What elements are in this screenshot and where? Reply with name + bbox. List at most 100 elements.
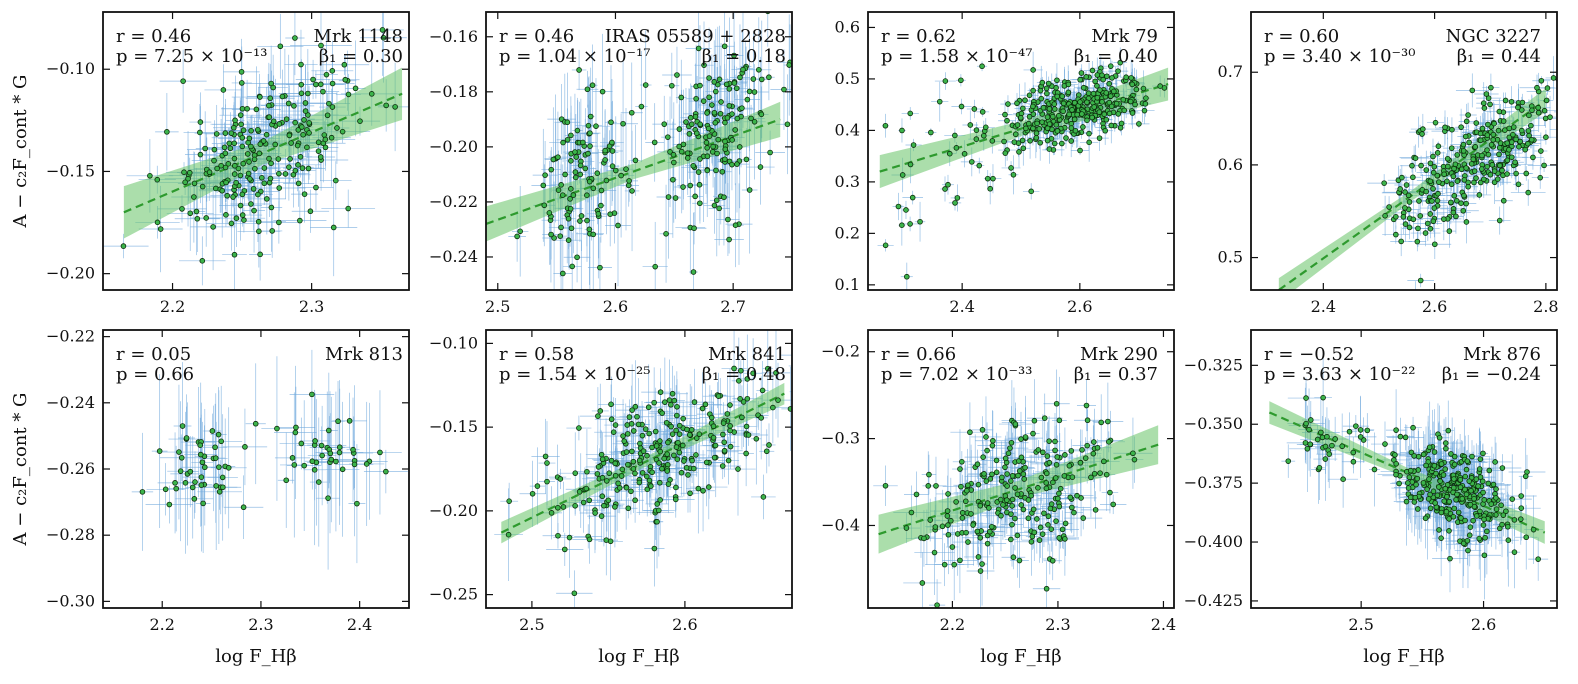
data-point xyxy=(1506,125,1513,132)
data-point xyxy=(1115,111,1122,117)
data-point xyxy=(726,102,733,109)
data-point xyxy=(270,118,277,125)
data-point xyxy=(209,428,216,434)
y-tick-label: −0.26 xyxy=(46,459,95,478)
data-point xyxy=(1108,103,1115,110)
data-point xyxy=(704,167,711,174)
data-point xyxy=(380,34,387,41)
data-point xyxy=(244,151,251,157)
data-point xyxy=(706,133,713,139)
panel-p-value: p = 1.04 × 10⁻¹⁷ xyxy=(499,46,651,67)
data-point xyxy=(1051,106,1058,112)
data-point xyxy=(583,485,590,492)
data-point xyxy=(1525,189,1532,196)
data-point xyxy=(727,443,734,450)
data-point xyxy=(568,132,574,139)
data-point xyxy=(1399,174,1405,181)
y-tick-label: −0.22 xyxy=(429,192,478,211)
data-point xyxy=(598,513,605,519)
data-point xyxy=(719,463,726,469)
data-point xyxy=(917,218,923,225)
data-point xyxy=(740,399,747,405)
data-point xyxy=(1018,114,1024,121)
data-point xyxy=(773,370,779,376)
data-point xyxy=(673,444,680,450)
data-point xyxy=(1102,127,1108,134)
points xyxy=(139,391,389,511)
data-point xyxy=(383,468,389,475)
data-point xyxy=(1441,171,1447,178)
data-point xyxy=(289,455,296,461)
data-point xyxy=(1484,132,1491,138)
data-point xyxy=(568,225,575,232)
data-point xyxy=(1431,205,1438,211)
data-point xyxy=(629,188,635,194)
data-point xyxy=(602,157,608,163)
data-point xyxy=(1418,162,1424,169)
data-point xyxy=(984,175,991,182)
xlabel-col2: log F_Hβ xyxy=(598,646,679,667)
data-point xyxy=(336,449,343,456)
data-point xyxy=(729,111,735,117)
data-point xyxy=(294,142,301,149)
data-point xyxy=(657,389,664,395)
data-point xyxy=(668,401,674,408)
data-point xyxy=(671,397,678,404)
data-point xyxy=(684,150,691,156)
data-point xyxy=(1111,88,1117,95)
data-point xyxy=(564,119,571,126)
data-point xyxy=(1535,109,1542,116)
data-point xyxy=(676,449,683,456)
data-point xyxy=(644,486,651,493)
data-point xyxy=(767,149,773,156)
data-point xyxy=(765,365,771,372)
data-point xyxy=(705,484,712,490)
data-point xyxy=(1397,186,1403,192)
data-point xyxy=(1496,144,1503,151)
data-point xyxy=(318,442,325,449)
data-point xyxy=(729,161,735,168)
data-point xyxy=(232,162,238,169)
y-tick-label: −0.22 xyxy=(46,327,95,346)
data-point xyxy=(1402,205,1408,211)
data-point xyxy=(743,450,749,457)
data-point xyxy=(1028,188,1034,195)
data-point xyxy=(594,471,601,477)
data-point xyxy=(979,63,985,70)
data-point xyxy=(584,468,590,475)
data-point xyxy=(252,420,259,427)
data-point xyxy=(716,76,723,83)
data-point xyxy=(727,402,733,408)
panel-mrk-290: 2.2 2.3 2.4−0.4−0.3−0.2 r = 0.66 p = 7.02 … xyxy=(821,329,1176,634)
data-point xyxy=(763,448,770,455)
data-point xyxy=(1417,213,1424,219)
data-point xyxy=(1011,139,1018,145)
data-point xyxy=(1403,182,1410,188)
data-point xyxy=(708,414,715,421)
data-point xyxy=(1026,92,1033,99)
data-point xyxy=(680,184,686,190)
data-point xyxy=(335,418,341,425)
data-point xyxy=(636,479,643,486)
data-point xyxy=(654,518,660,525)
data-point xyxy=(555,187,562,193)
data-point xyxy=(758,415,764,421)
data-point xyxy=(1550,75,1557,81)
data-point xyxy=(952,132,958,139)
data-point xyxy=(603,478,610,484)
data-point xyxy=(1420,126,1426,132)
data-point xyxy=(586,497,593,504)
data-point xyxy=(973,136,980,142)
data-point xyxy=(646,477,653,484)
data-point xyxy=(623,166,629,172)
data-point xyxy=(612,504,618,510)
data-point xyxy=(1530,154,1536,161)
data-point xyxy=(558,182,564,188)
data-point xyxy=(194,215,201,222)
data-point xyxy=(573,174,579,181)
y-tick-label: −0.18 xyxy=(429,82,478,101)
data-point xyxy=(244,105,250,112)
data-point xyxy=(1510,124,1517,130)
data-point xyxy=(1406,199,1413,205)
data-point xyxy=(980,132,987,139)
